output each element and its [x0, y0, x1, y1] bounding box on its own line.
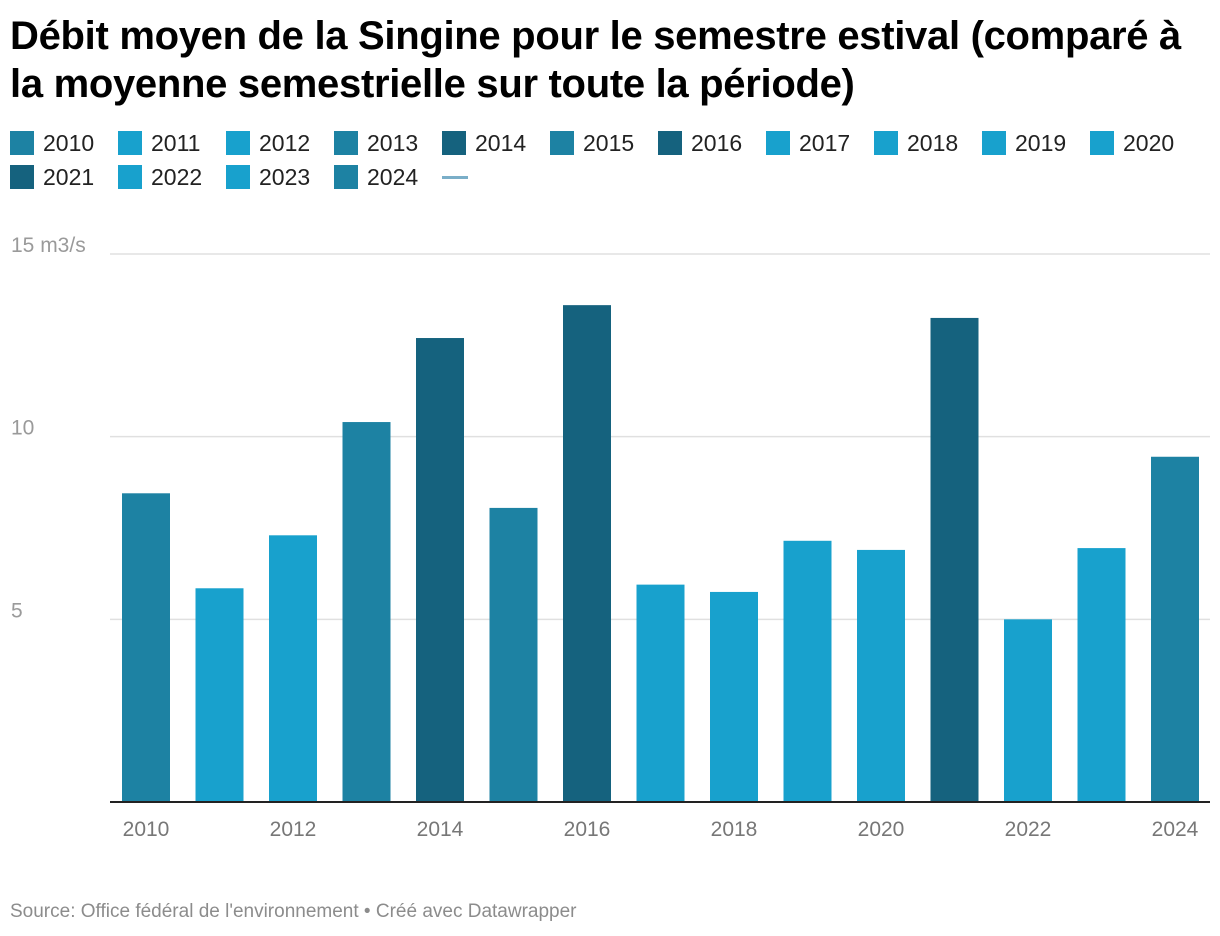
- legend-label: 2017: [799, 129, 851, 156]
- source-note: Source: Office fédéral de l'environnemen…: [10, 901, 577, 922]
- legend-label: 2012: [259, 129, 311, 156]
- bar-chart: 5 10 15 m3/s 2010 2012 2014 2016 2018 2020 2022 20…: [11, 234, 1210, 841]
- y-tick-label: 5: [11, 599, 23, 622]
- legend-item-2011[interactable]: 2011: [118, 129, 226, 156]
- legend-item-2015[interactable]: 2015: [550, 129, 658, 156]
- legend-label: 2022: [151, 163, 203, 190]
- legend-item-2024[interactable]: 2024: [334, 163, 442, 190]
- legend-swatch: [118, 165, 142, 189]
- legend-swatch: [874, 131, 898, 155]
- legend-average-line: [442, 165, 550, 189]
- legend-swatch: [1090, 131, 1114, 155]
- legend-label: 2023: [259, 163, 311, 190]
- legend-label: 2011: [151, 129, 201, 156]
- bar-2023: [1077, 548, 1126, 802]
- legend-swatch: [10, 165, 34, 189]
- legend-swatch: [982, 131, 1006, 155]
- bar-2015: [489, 507, 538, 802]
- legend: 2010 2011 2012 2013 2014 2015 2016 2017 2018 2019…: [10, 129, 1215, 190]
- bar-2010: [122, 493, 170, 802]
- legend-swatch: [334, 165, 358, 189]
- legend-item-2023[interactable]: 2023: [226, 163, 334, 190]
- bar-2011: [195, 588, 244, 802]
- bar-2019: [783, 540, 832, 802]
- legend-item-2014[interactable]: 2014: [442, 129, 550, 156]
- legend-item-2016[interactable]: 2016: [658, 129, 766, 156]
- legend-label: 2021: [43, 163, 95, 190]
- bar-2013: [342, 422, 391, 802]
- bar-2024: [1151, 456, 1199, 802]
- legend-label: 2016: [691, 129, 743, 156]
- x-tick-label: 2024: [1152, 818, 1199, 841]
- x-tick-label: 2014: [417, 818, 464, 841]
- bar-2021: [930, 317, 979, 802]
- bar-2012: [269, 535, 317, 802]
- bar-2018: [710, 591, 758, 802]
- legend-item-2012[interactable]: 2012: [226, 129, 334, 156]
- legend-swatch: [550, 131, 574, 155]
- legend-label: 2015: [583, 129, 635, 156]
- legend-swatch: [658, 131, 682, 155]
- x-tick-label: 2022: [1005, 818, 1052, 841]
- x-tick-label: 2012: [270, 818, 317, 841]
- x-tick-label: 2020: [858, 818, 905, 841]
- legend-item-2019[interactable]: 2019: [982, 129, 1090, 156]
- y-tick-label: 15 m3/s: [11, 234, 86, 257]
- legend-label: 2020: [1123, 129, 1175, 156]
- legend-item-2020[interactable]: 2020: [1090, 129, 1198, 156]
- legend-item-2017[interactable]: 2017: [766, 129, 874, 156]
- chart-title: Débit moyen de la Singine pour le semest…: [10, 14, 1181, 106]
- legend-item-2022[interactable]: 2022: [118, 163, 226, 190]
- legend-line-mark: [442, 175, 468, 179]
- legend-label: 2024: [367, 163, 419, 190]
- legend-label: 2019: [1015, 129, 1067, 156]
- x-tick-label: 2016: [564, 818, 611, 841]
- legend-label: 2014: [475, 129, 527, 156]
- legend-swatch: [226, 165, 250, 189]
- legend-swatch: [118, 131, 142, 155]
- legend-label: 2018: [907, 129, 959, 156]
- bar-2014: [416, 338, 464, 802]
- legend-label: 2013: [367, 129, 419, 156]
- bar-2016: [563, 305, 611, 802]
- bar-2022: [1004, 619, 1052, 802]
- legend-item-2018[interactable]: 2018: [874, 129, 982, 156]
- bar-2017: [636, 584, 685, 802]
- legend-swatch: [766, 131, 790, 155]
- legend-item-2013[interactable]: 2013: [334, 129, 442, 156]
- x-tick-label: 2018: [711, 818, 758, 841]
- legend-swatch: [226, 131, 250, 155]
- legend-swatch: [442, 131, 466, 155]
- legend-swatch: [334, 131, 358, 155]
- bar-2020: [857, 549, 905, 802]
- legend-swatch: [10, 131, 34, 155]
- legend-item-2010[interactable]: 2010: [10, 129, 118, 156]
- y-tick-label: 10: [11, 417, 34, 440]
- legend-label: 2010: [43, 129, 95, 156]
- x-tick-label: 2010: [123, 818, 170, 841]
- legend-item-2021[interactable]: 2021: [10, 163, 118, 190]
